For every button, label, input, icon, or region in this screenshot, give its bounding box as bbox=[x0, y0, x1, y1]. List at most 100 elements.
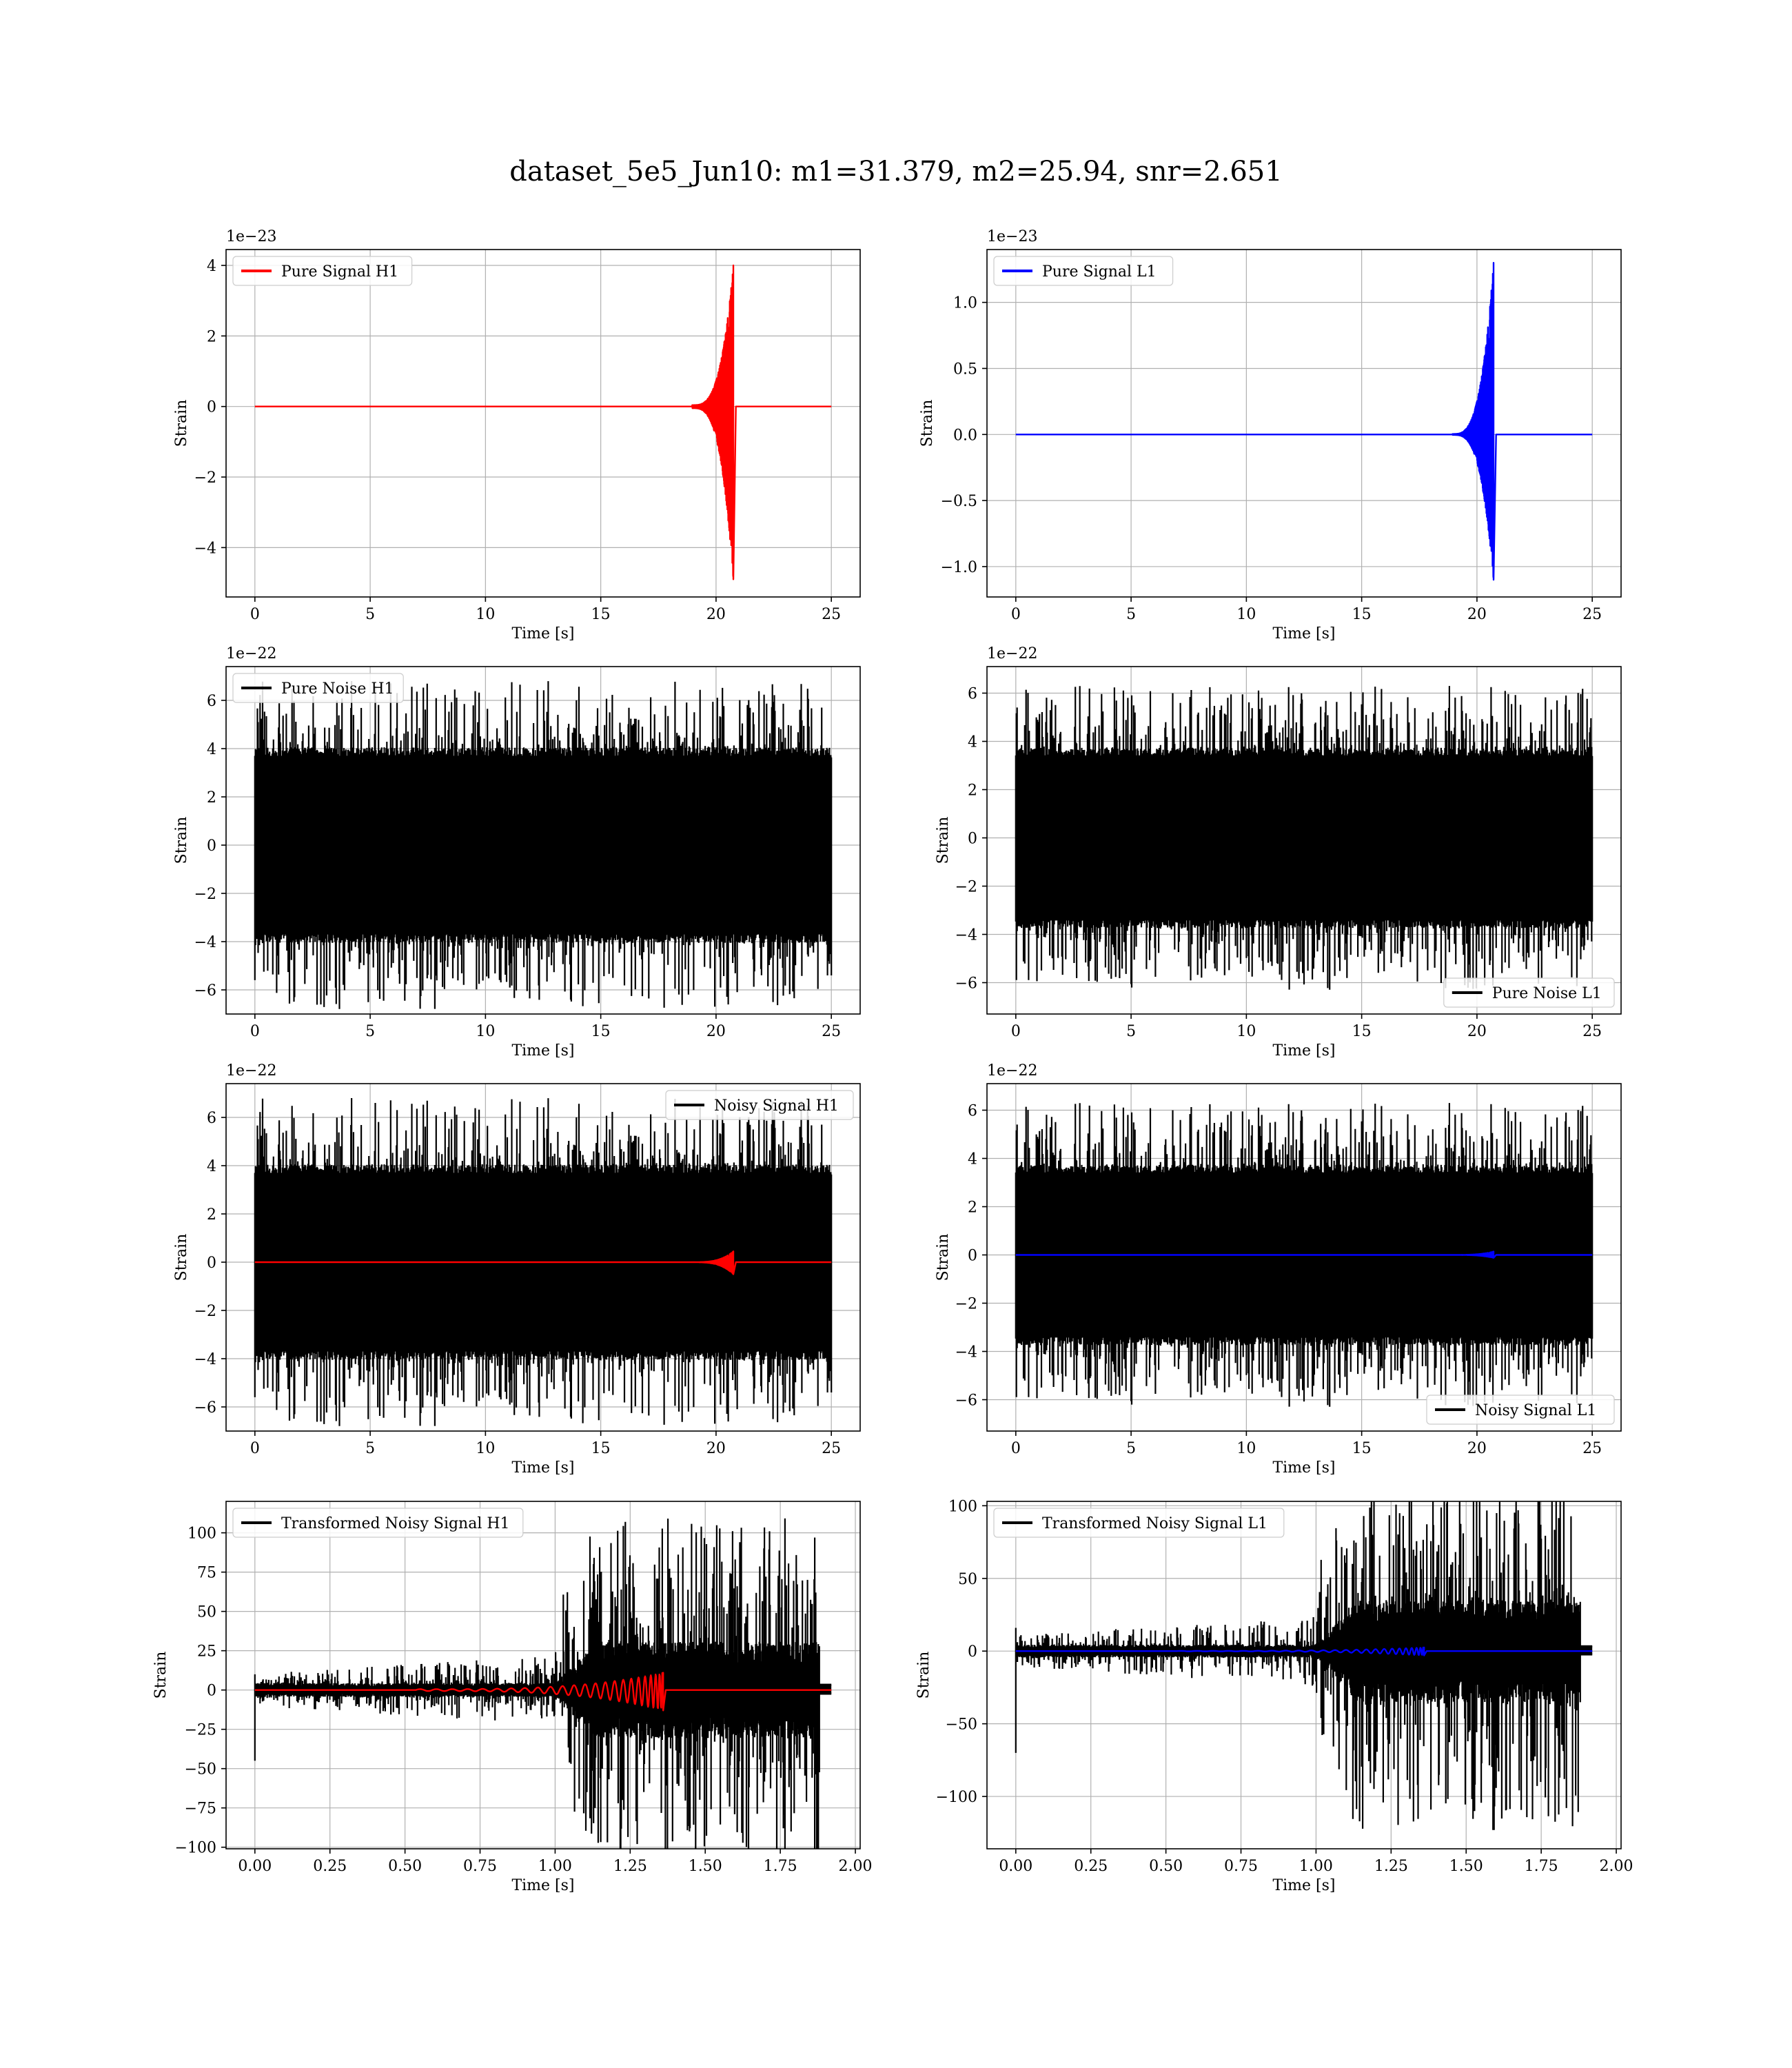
x-tick-label: 1.00 bbox=[538, 1858, 572, 1875]
y-tick-label: 0 bbox=[207, 1683, 216, 1700]
y-axis-label: Strain bbox=[173, 400, 190, 447]
x-axis-label: Time [s] bbox=[511, 1042, 574, 1060]
y-tick-label: 0 bbox=[207, 399, 216, 416]
x-axis-label: Time [s] bbox=[1272, 1877, 1335, 1894]
y-axis-label: Strain bbox=[919, 400, 936, 447]
legend-box bbox=[993, 256, 1174, 286]
y-tick-label: 0 bbox=[968, 1248, 977, 1265]
y-tick-label: −4 bbox=[955, 927, 977, 944]
x-tick-label: 25 bbox=[1582, 1023, 1602, 1040]
x-tick-label: 25 bbox=[1582, 1440, 1602, 1457]
y-tick-label: −2 bbox=[955, 879, 977, 896]
legend-l1-transformed: Transformed Noisy Signal L1 bbox=[993, 1508, 1285, 1538]
x-axis-label: Time [s] bbox=[1272, 1042, 1335, 1060]
x-tick-label: 10 bbox=[1236, 1440, 1256, 1457]
y-tick-label: 100 bbox=[187, 1525, 216, 1543]
x-tick-label: 0 bbox=[250, 606, 260, 623]
y-tick-label: 2 bbox=[207, 789, 216, 807]
plot-area-h1-transformed bbox=[254, 1518, 832, 1849]
legend-h1-pure-noise: Pure Noise H1 bbox=[232, 673, 404, 703]
legend-label: Transformed Noisy Signal H1 bbox=[281, 1515, 510, 1532]
plot-area-h1-pure-noise bbox=[254, 681, 833, 1009]
x-tick-label: 15 bbox=[591, 1023, 611, 1040]
x-tick-label: 0.00 bbox=[238, 1858, 272, 1875]
plot-area-l1-pure-signal bbox=[1015, 262, 1593, 581]
x-tick-label: 10 bbox=[476, 1023, 495, 1040]
x-tick-label: 20 bbox=[706, 1440, 726, 1457]
y-tick-label: −4 bbox=[955, 1344, 977, 1361]
plot-area-l1-pure-noise bbox=[1015, 686, 1594, 990]
y-tick-label: 0 bbox=[207, 838, 216, 855]
x-tick-label: 20 bbox=[1467, 606, 1487, 623]
legend-h1-noisy-signal: Noisy Signal H1 bbox=[665, 1090, 854, 1120]
x-tick-label: 25 bbox=[1582, 606, 1602, 623]
y-tick-label: 1.0 bbox=[953, 295, 977, 312]
y-tick-label: 50 bbox=[197, 1604, 216, 1621]
legend-label: Pure Noise L1 bbox=[1492, 985, 1602, 1002]
x-axis-label: Time [s] bbox=[1272, 625, 1335, 642]
plot-area-l1-transformed bbox=[1015, 1501, 1593, 1830]
plot-area-h1-noisy-signal bbox=[254, 1098, 833, 1426]
y-tick-label: 6 bbox=[207, 693, 216, 710]
x-tick-label: 5 bbox=[1126, 1023, 1136, 1040]
y-tick-label: 2 bbox=[968, 1199, 977, 1217]
y-tick-label: −100 bbox=[175, 1840, 216, 1857]
y-tick-label: −75 bbox=[185, 1801, 216, 1818]
x-tick-label: 10 bbox=[1236, 1023, 1256, 1040]
x-tick-label: 15 bbox=[1352, 1440, 1372, 1457]
y-axis-label: Strain bbox=[915, 1652, 933, 1699]
y-tick-label: 6 bbox=[207, 1110, 216, 1127]
axes-frame-h1-noisy-signal bbox=[225, 1083, 861, 1432]
y-axis-label: Strain bbox=[152, 1652, 170, 1699]
x-tick-label: 5 bbox=[365, 1440, 375, 1457]
plot-area-h1-pure-signal bbox=[254, 264, 832, 580]
legend-l1-noisy-signal: Noisy Signal L1 bbox=[1426, 1395, 1615, 1425]
x-tick-label: 0 bbox=[1011, 1023, 1021, 1040]
y-tick-label: −2 bbox=[194, 1303, 216, 1320]
x-tick-label: 10 bbox=[476, 1440, 495, 1457]
y-tick-label: 2 bbox=[968, 782, 977, 800]
x-tick-label: 20 bbox=[706, 606, 726, 623]
series-h1-noisy-signal-1 bbox=[254, 1250, 832, 1275]
y-tick-label: 0 bbox=[968, 831, 977, 848]
x-axis-label: Time [s] bbox=[511, 625, 574, 642]
y-tick-label: −50 bbox=[946, 1716, 977, 1734]
x-tick-label: 15 bbox=[591, 606, 611, 623]
x-tick-label: 0 bbox=[1011, 1440, 1021, 1457]
y-tick-label: 100 bbox=[948, 1498, 977, 1515]
series-core-h1-pure-noise-0 bbox=[254, 756, 832, 935]
y-tick-label: 0 bbox=[207, 1255, 216, 1272]
legend-box bbox=[232, 1508, 524, 1538]
x-tick-label: 25 bbox=[822, 1440, 841, 1457]
legend-box bbox=[232, 256, 413, 286]
y-tick-label: −4 bbox=[194, 1351, 216, 1368]
x-tick-label: 0 bbox=[250, 1023, 260, 1040]
x-tick-label: 5 bbox=[365, 1023, 375, 1040]
x-tick-label: 20 bbox=[1467, 1440, 1487, 1457]
series-l1-pure-signal-0 bbox=[1015, 262, 1593, 581]
series-core-l1-pure-noise-0 bbox=[1015, 755, 1593, 921]
x-tick-label: 0.25 bbox=[313, 1858, 347, 1875]
y-tick-label: 4 bbox=[207, 258, 216, 275]
axes-frame-h1-pure-signal bbox=[225, 249, 861, 598]
y-tick-label: 2 bbox=[207, 1206, 216, 1224]
legend-label: Noisy Signal H1 bbox=[714, 1097, 839, 1115]
y-tick-label: −6 bbox=[194, 1399, 216, 1417]
y-tick-label: 6 bbox=[968, 686, 977, 703]
x-tick-label: 1.75 bbox=[764, 1858, 797, 1875]
axes-frame-h1-pure-noise bbox=[225, 666, 861, 1015]
legend-h1-transformed: Transformed Noisy Signal H1 bbox=[232, 1508, 524, 1538]
x-tick-label: 2.00 bbox=[1600, 1858, 1633, 1875]
legend-label: Transformed Noisy Signal L1 bbox=[1042, 1515, 1267, 1532]
x-tick-label: 1.50 bbox=[1449, 1858, 1483, 1875]
y-tick-label: 2 bbox=[207, 328, 216, 345]
legend-box bbox=[1443, 977, 1615, 1008]
x-tick-label: 0.00 bbox=[999, 1858, 1032, 1875]
x-tick-label: 15 bbox=[1352, 1023, 1372, 1040]
legend-label: Pure Signal H1 bbox=[281, 263, 398, 281]
x-tick-label: 1.00 bbox=[1299, 1858, 1333, 1875]
